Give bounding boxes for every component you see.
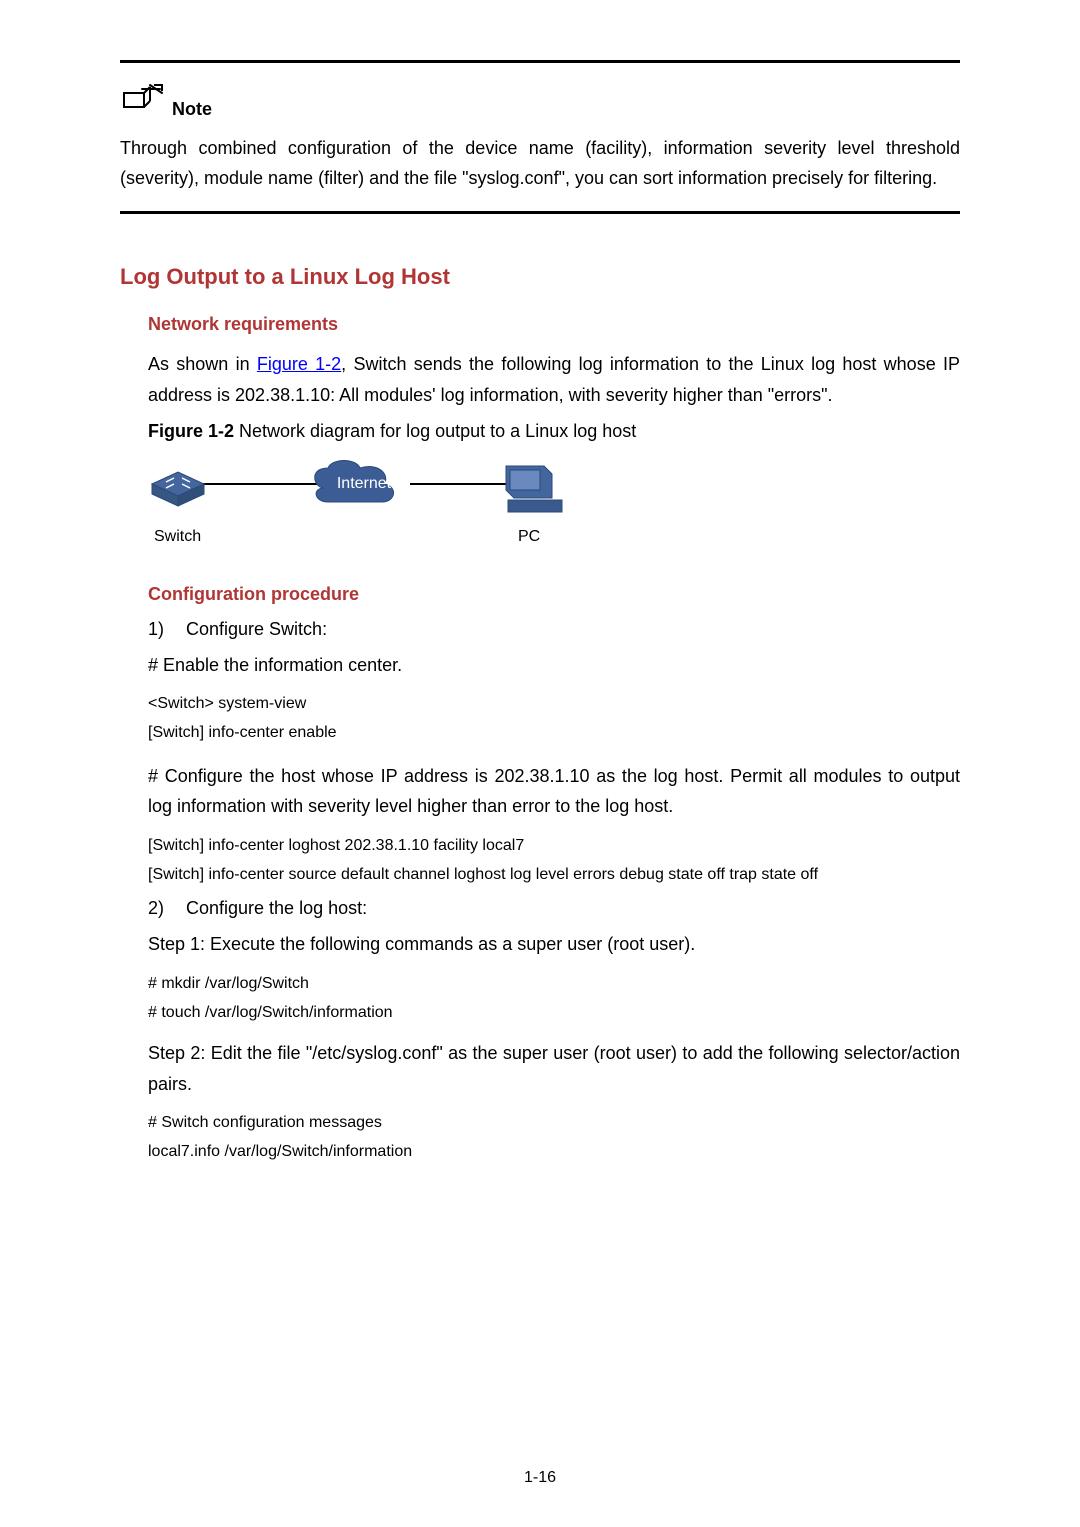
step-2-num: 2) <box>148 898 172 919</box>
section-body: Network requirements As shown in Figure … <box>148 314 960 1165</box>
step-2-text: Configure the log host: <box>186 898 367 919</box>
diagram-svg: Internet <box>148 456 578 524</box>
configuration-procedure-heading: Configuration procedure <box>148 584 960 605</box>
page: Note Through combined configuration of t… <box>0 0 1080 1527</box>
code-line: <Switch> system-view <box>148 690 960 717</box>
pc-label: PC <box>518 528 540 546</box>
switch-node-icon <box>152 472 204 506</box>
step-2: 2) Configure the log host: <box>148 898 960 919</box>
section-title: Log Output to a Linux Log Host <box>120 264 960 290</box>
code-line: [Switch] info-center loghost 202.38.1.10… <box>148 832 960 859</box>
step-2-step1: Step 1: Execute the following commands a… <box>148 929 960 960</box>
cloud-label: Internet <box>337 475 392 492</box>
code-line: # touch /var/log/Switch/information <box>148 999 960 1026</box>
figure-caption-bold: Figure 1-2 <box>148 421 234 441</box>
code-line: local7.info /var/log/Switch/information <box>148 1138 960 1165</box>
note-icon <box>120 83 164 120</box>
note-label: Note <box>172 99 212 120</box>
switch-label: Switch <box>154 528 201 546</box>
code-line: # Switch configuration messages <box>148 1109 960 1136</box>
code-line: [Switch] info-center enable <box>148 719 960 746</box>
network-diagram: Internet Switch PC <box>148 456 578 546</box>
figure-link[interactable]: Figure 1-2 <box>257 354 341 374</box>
network-requirements-para: As shown in Figure 1-2, Switch sends the… <box>148 349 960 410</box>
req-pre: As shown in <box>148 354 257 374</box>
page-number: 1-16 <box>0 1469 1080 1487</box>
step-1-para2: # Configure the host whose IP address is… <box>148 761 960 822</box>
top-rule <box>120 60 960 63</box>
figure-caption: Figure 1-2 Network diagram for log outpu… <box>148 421 960 442</box>
network-requirements-heading: Network requirements <box>148 314 960 335</box>
note-bottom-rule <box>120 211 960 214</box>
step-1: 1) Configure Switch: <box>148 619 960 640</box>
internet-cloud-icon: Internet <box>315 460 394 502</box>
step-1-note: # Enable the information center. <box>148 650 960 681</box>
step-1-num: 1) <box>148 619 172 640</box>
step-2-step2: Step 2: Edit the file "/etc/syslog.conf"… <box>148 1038 960 1099</box>
figure-caption-rest: Network diagram for log output to a Linu… <box>234 421 636 441</box>
code-line: # mkdir /var/log/Switch <box>148 970 960 997</box>
pc-node-icon <box>506 466 562 512</box>
step-1-text: Configure Switch: <box>186 619 327 640</box>
note-body: Through combined configuration of the de… <box>120 134 960 193</box>
note-header: Note <box>120 83 960 120</box>
code-line: [Switch] info-center source default chan… <box>148 861 960 888</box>
note-block: Note Through combined configuration of t… <box>120 83 960 193</box>
